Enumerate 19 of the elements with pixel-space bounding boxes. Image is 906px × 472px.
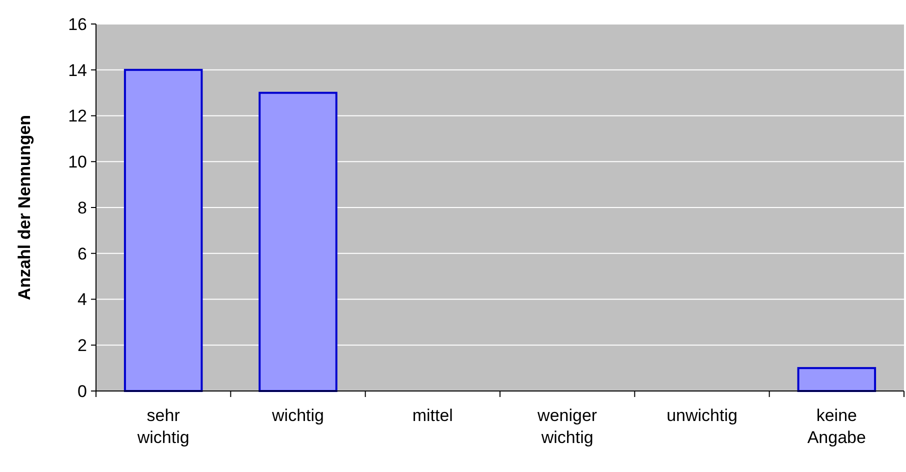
x-tick-label: mittel	[412, 406, 453, 425]
y-tick-label: 8	[78, 198, 87, 218]
bar	[124, 68, 203, 392]
bar	[258, 92, 338, 392]
x-tick-label: keine Angabe	[807, 406, 866, 447]
y-tick-label: 0	[78, 382, 87, 401]
x-tick-label: weniger wichtig	[536, 406, 598, 447]
x-tick-label: sehr wichtig	[136, 406, 190, 447]
y-tick-label: 14	[68, 60, 87, 80]
y-tick-label: 2	[78, 336, 87, 356]
y-tick-label: 10	[68, 152, 87, 172]
y-tick-label: 12	[68, 106, 87, 126]
x-tick-label: wichtig	[271, 406, 324, 425]
y-tick-label: 4	[78, 290, 87, 310]
x-tick-label: unwichtig	[666, 406, 738, 425]
y-axis-title: Anzahl der Nennungen	[15, 114, 34, 300]
y-tick-label: 16	[68, 14, 87, 34]
bar	[797, 367, 876, 392]
y-tick-label: 6	[78, 244, 87, 264]
